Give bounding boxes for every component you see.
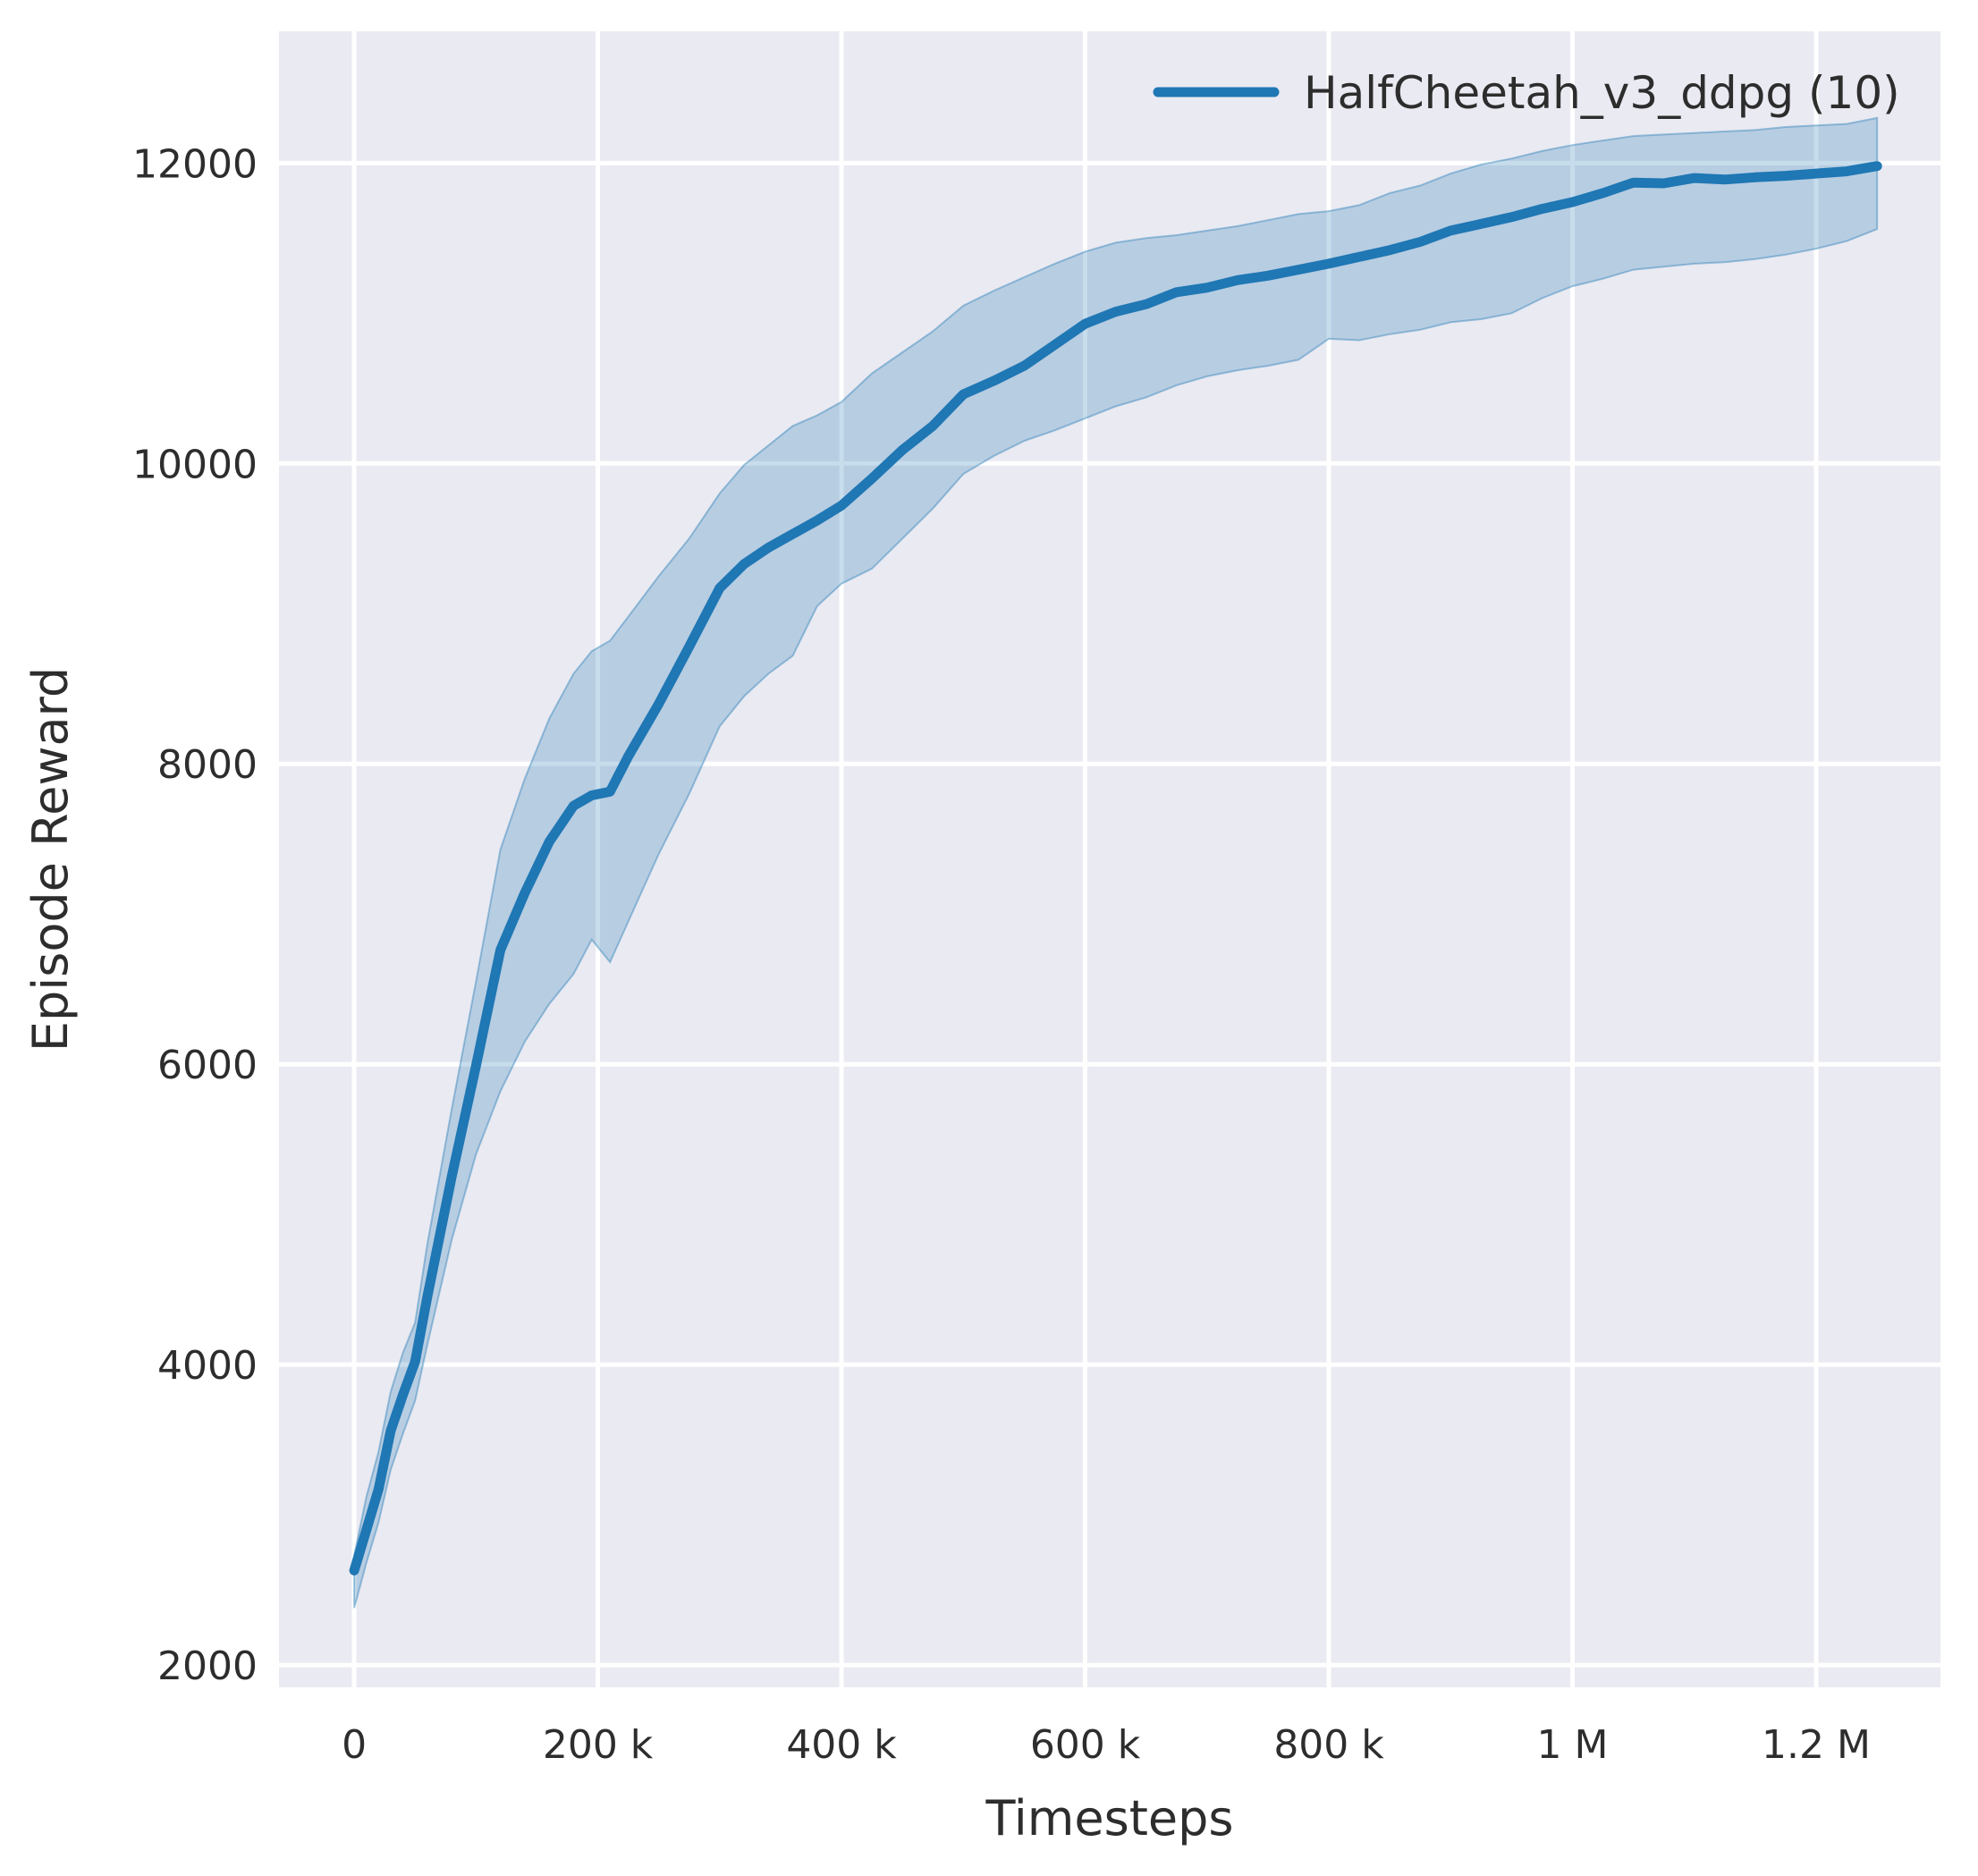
x-tick-label: 800 k	[1273, 1722, 1384, 1768]
std-band	[353, 116, 1879, 1609]
x-tick-labels: 0 200 k 400 k 600 k 800 k 1 M 1.2 M	[342, 1722, 1871, 1768]
y-tick-labels: 2000 4000 6000 8000 10000 12000	[132, 141, 258, 1689]
y-tick-label: 8000	[157, 742, 258, 788]
y-tick-label: 2000	[157, 1644, 258, 1689]
plot-area	[279, 31, 1940, 1687]
x-tick-label: 1 M	[1537, 1722, 1609, 1768]
x-tick-label: 0	[342, 1722, 367, 1768]
y-tick-label: 10000	[132, 442, 258, 487]
legend: HalfCheetah_v3_ddpg (10)	[1153, 67, 1900, 119]
mean-line	[349, 161, 1882, 1576]
x-axis-label: Timesteps	[985, 1790, 1233, 1846]
gridlines	[279, 31, 1940, 1687]
y-axis-label: Episode Reward	[22, 667, 79, 1052]
x-tick-label: 200 k	[543, 1722, 654, 1768]
x-tick-label: 1.2 M	[1762, 1722, 1871, 1768]
legend-label: HalfCheetah_v3_ddpg (10)	[1304, 67, 1900, 119]
y-tick-label: 6000	[157, 1043, 258, 1088]
x-tick-label: 400 k	[786, 1722, 897, 1768]
y-tick-label: 4000	[157, 1343, 258, 1389]
y-tick-label: 12000	[132, 141, 258, 187]
x-tick-label: 600 k	[1030, 1722, 1141, 1768]
